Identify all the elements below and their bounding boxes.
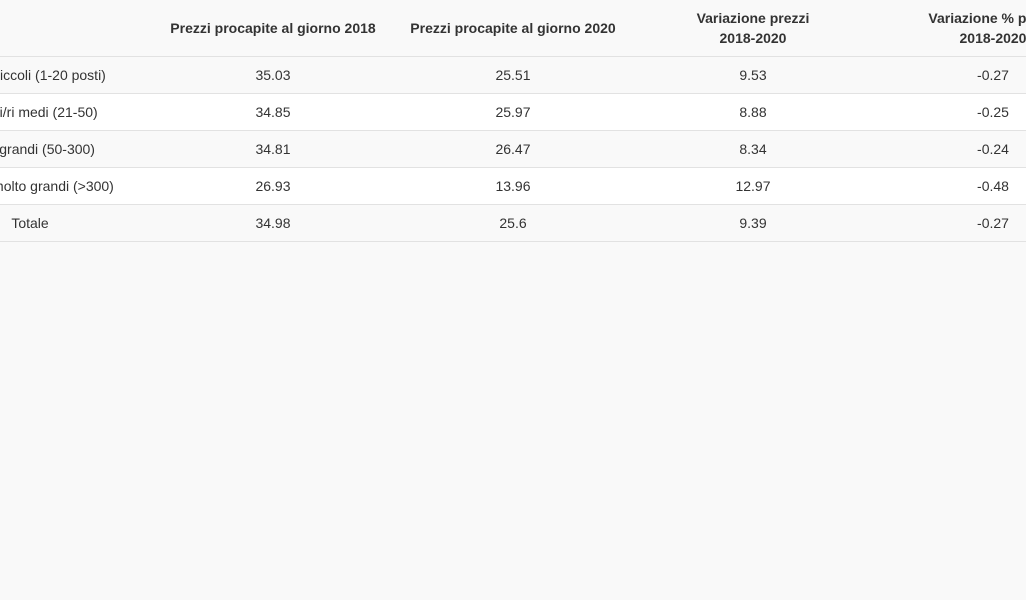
header-cell-price-variation[interactable]: Variazione prezzi 2018-2020 <box>696 10 810 46</box>
table-cell-prices-2020: 25.97 <box>495 104 531 120</box>
table-cell-prices-2018: 34.85 <box>255 104 291 120</box>
table-header-row: Prezzi procapite al giorno 2018 Prezzi p… <box>0 0 1026 57</box>
table-row: Piccoli/ri medi (21-50) 34.85 25.97 8.88… <box>0 94 1026 131</box>
table-cell-price-variation: 9.39 <box>739 215 767 231</box>
table-cell-price-variation-percent: -0.25 <box>977 104 1009 120</box>
table-cell-category: Molto piccoli (1-20 posti) <box>0 67 106 83</box>
table-row: Medi grandi (50-300) 34.81 26.47 8.34 -0… <box>0 131 1026 168</box>
table-row: Molto piccoli (1-20 posti) 35.03 25.51 9… <box>0 57 1026 94</box>
table-cell-price-variation: 9.53 <box>739 67 767 83</box>
table-cell-prices-2018: 34.98 <box>255 215 291 231</box>
table-cell-price-variation-percent: -0.27 <box>977 67 1009 83</box>
table-cell-price-variation-percent: -0.27 <box>977 215 1009 231</box>
table-cell-category: Totale <box>11 215 49 231</box>
table-cell-price-variation-percent: -0.24 <box>977 141 1009 157</box>
table-cell-prices-2018: 26.93 <box>255 178 291 194</box>
table-cell-prices-2020: 13.96 <box>495 178 531 194</box>
table-cell-prices-2020: 26.47 <box>495 141 531 157</box>
table-cell-price-variation: 8.34 <box>739 141 767 157</box>
table-cell-prices-2020: 25.6 <box>499 215 527 231</box>
table-row: Grandi/molto grandi (>300) 26.93 13.96 1… <box>0 168 1026 205</box>
table-cell-category: Grandi/molto grandi (>300) <box>0 178 114 194</box>
table-cell-price-variation-percent: -0.48 <box>977 178 1009 194</box>
table-cell-prices-2018: 35.03 <box>255 67 291 83</box>
table-cell-price-variation: 8.88 <box>739 104 767 120</box>
table-row: Totale 34.98 25.6 9.39 -0.27 <box>0 205 1026 242</box>
table-cell-category: Medi grandi (50-300) <box>0 141 95 157</box>
table-cell-price-variation: 12.97 <box>735 178 771 194</box>
header-cell-prices-2020[interactable]: Prezzi procapite al giorno 2020 <box>410 20 616 36</box>
table-cell-prices-2020: 25.51 <box>495 67 531 83</box>
header-cell-prices-2018[interactable]: Prezzi procapite al giorno 2018 <box>170 20 376 36</box>
header-cell-price-variation-percent[interactable]: Variazione % prezzi 2018-2020 <box>928 10 1026 46</box>
table-cell-prices-2018: 34.81 <box>255 141 291 157</box>
table-cell-category: Piccoli/ri medi (21-50) <box>0 104 98 120</box>
